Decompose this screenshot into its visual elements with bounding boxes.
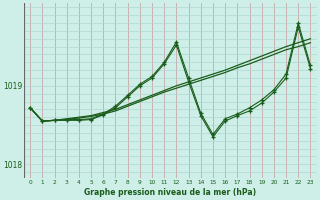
X-axis label: Graphe pression niveau de la mer (hPa): Graphe pression niveau de la mer (hPa) <box>84 188 256 197</box>
